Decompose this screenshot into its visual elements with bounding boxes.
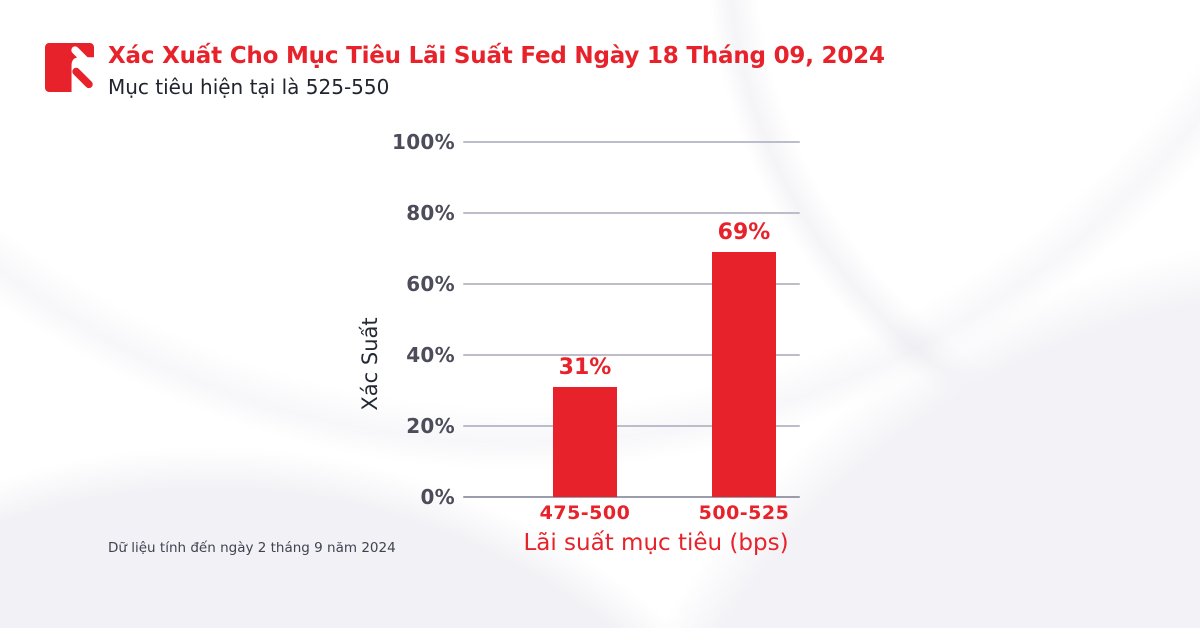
- chart-title: Xác Xuất Cho Mục Tiêu Lãi Suất Fed Ngày …: [108, 43, 885, 69]
- bar-column-500-525: 69%: [712, 142, 776, 497]
- bar-column-475-500: 31%: [553, 142, 617, 497]
- bar-value-label: 69%: [717, 220, 771, 246]
- plot-area: 31% 69%: [463, 141, 800, 498]
- y-tick-label: 80%: [406, 201, 455, 225]
- bar-series: 31% 69%: [463, 142, 800, 497]
- brand-logo-icon: [45, 43, 94, 92]
- x-tick-label: 500-525: [698, 502, 790, 524]
- bar-475-500: [553, 386, 617, 497]
- x-tick-label: 475-500: [539, 502, 631, 524]
- header: Xác Xuất Cho Mục Tiêu Lãi Suất Fed Ngày …: [108, 42, 885, 100]
- y-tick-label: 40%: [406, 343, 455, 367]
- bar-500-525: [712, 252, 776, 497]
- y-tick-label: 0%: [420, 485, 455, 509]
- data-source-note: Dữ liệu tính đến ngày 2 tháng 9 năm 2024: [108, 540, 396, 556]
- y-tick-label: 20%: [406, 414, 455, 438]
- chart-subtitle: Mục tiêu hiện tại là 525-550: [108, 75, 390, 99]
- y-tick-label: 60%: [406, 272, 455, 296]
- y-tick-label: 100%: [392, 130, 455, 154]
- x-axis-title: Lãi suất mục tiêu (bps): [523, 530, 789, 556]
- y-axis-tick-labels: 0% 20% 40% 60% 80% 100%: [340, 130, 455, 509]
- bar-value-label: 31%: [558, 354, 612, 380]
